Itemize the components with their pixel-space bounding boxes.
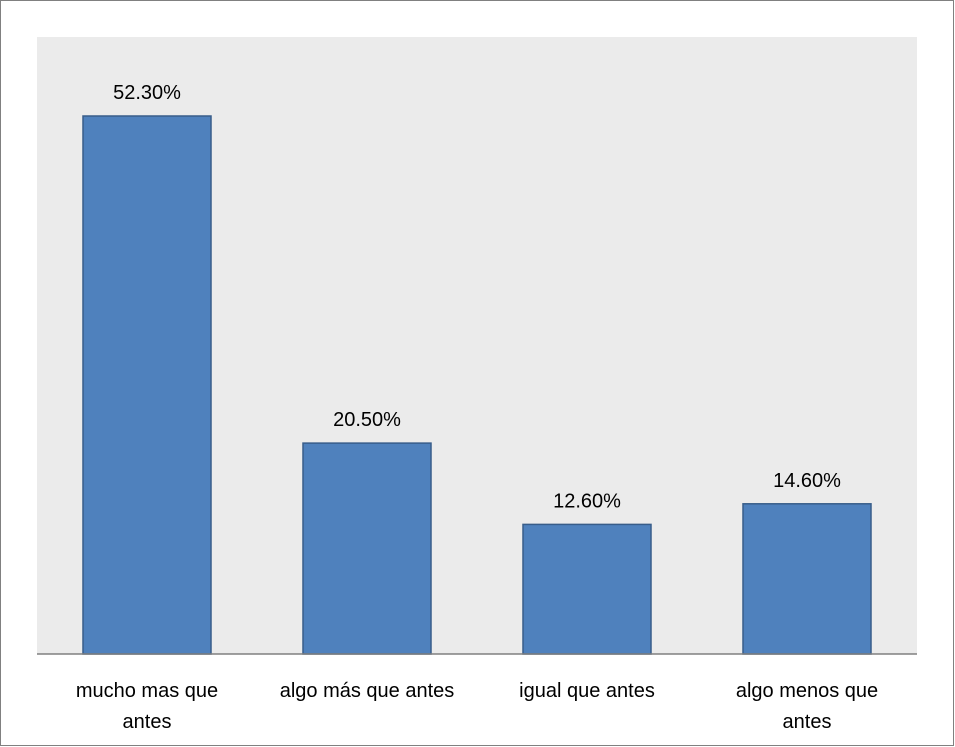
- labels-layer: 52.30% 20.50% 12.60% 14.60%: [113, 82, 841, 512]
- bar-1: [302, 442, 432, 655]
- data-label-0: 52.30%: [113, 82, 181, 104]
- x-tick-label-0: mucho mas que antes: [76, 680, 218, 733]
- bars-layer: [82, 115, 872, 655]
- x-tick-label-1: algo más que antes: [280, 680, 455, 702]
- x-tick-label-line: algo menos que: [736, 680, 878, 702]
- x-tick-label-line: igual que antes: [519, 680, 655, 702]
- x-tick-label-line: mucho mas que: [76, 680, 218, 702]
- x-tick-label-line: antes: [783, 711, 832, 733]
- ticks-layer: mucho mas que antes algo más que antes igua…: [76, 680, 878, 733]
- x-tick-label-3: algo menos que antes: [736, 680, 878, 733]
- data-label-3: 14.60%: [773, 470, 841, 492]
- bar-3: [742, 503, 872, 655]
- data-label-2: 12.60%: [553, 490, 621, 512]
- data-label-1: 20.50%: [333, 409, 401, 431]
- bar-2: [522, 523, 652, 655]
- x-tick-label-line: algo más que antes: [280, 680, 455, 702]
- bar-0: [82, 115, 212, 655]
- x-tick-label-line: antes: [123, 711, 172, 733]
- x-tick-label-2: igual que antes: [519, 680, 655, 702]
